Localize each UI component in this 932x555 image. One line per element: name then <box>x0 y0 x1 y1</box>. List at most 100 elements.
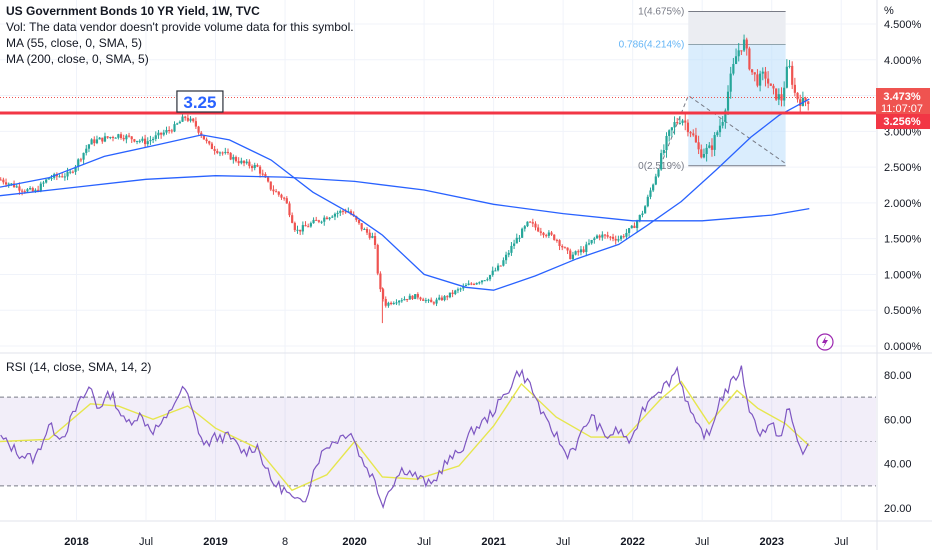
candle-body <box>478 282 481 284</box>
candle-body <box>325 217 329 220</box>
rsi-tick-label: 40.00 <box>884 459 912 471</box>
candle <box>395 299 398 306</box>
candle <box>15 184 18 188</box>
candle-body <box>387 302 390 306</box>
candle <box>440 295 444 302</box>
candle <box>660 149 663 171</box>
candle-body <box>424 300 427 302</box>
candle <box>518 235 521 243</box>
candle-body <box>708 145 711 148</box>
month-tick-label: Jul <box>695 536 709 548</box>
candle-body <box>320 221 323 223</box>
candle-body <box>154 135 157 139</box>
candle-body <box>392 303 395 305</box>
candle-body <box>240 160 243 164</box>
candle <box>184 115 187 121</box>
candle <box>614 235 617 245</box>
candle <box>684 113 687 131</box>
fibonacci-retracement[interactable]: 1(4.675%)0.786(4.214%)0(2.519%) <box>619 6 786 172</box>
candle-body <box>130 136 133 140</box>
candle <box>360 223 363 232</box>
candle-body <box>398 300 401 303</box>
candle-body <box>676 122 679 124</box>
candle <box>767 71 770 89</box>
candle-body <box>160 132 163 135</box>
candle-body <box>718 125 722 133</box>
candle <box>87 143 91 153</box>
candle <box>748 46 751 71</box>
candle-body <box>349 211 353 215</box>
candle-body <box>419 297 422 300</box>
candle-body <box>566 247 569 251</box>
candle <box>665 132 668 158</box>
candle-body <box>194 121 197 127</box>
candle-body <box>165 130 168 133</box>
candle-body <box>31 188 34 192</box>
candle-body <box>561 245 564 248</box>
candle-body <box>772 85 775 89</box>
candle-body <box>344 211 347 213</box>
candle <box>499 265 502 267</box>
time-axis[interactable]: 2018 Jul 2019 8 2020 Jul 2021 Jul 2022 Jul 2023 Jul <box>64 536 848 548</box>
candle <box>678 116 681 125</box>
price-tick-label: 3.000% <box>884 126 922 138</box>
candle-body <box>213 149 216 151</box>
candle <box>424 297 427 304</box>
candle <box>617 235 620 243</box>
candle-body <box>609 236 612 238</box>
candle <box>312 217 315 224</box>
callout-3-25[interactable]: 3.25 <box>176 90 224 113</box>
candle <box>387 301 390 308</box>
lightning-icon[interactable] <box>816 333 834 351</box>
candle-body <box>119 134 123 138</box>
candle-body <box>26 189 29 192</box>
candle <box>681 118 684 126</box>
candle <box>31 186 34 193</box>
legend-rsi: RSI (14, close, SMA, 14, 2) <box>6 360 152 374</box>
price-tick-label: 1.000% <box>884 269 922 281</box>
rsi-axis[interactable]: 80.00 60.00 40.00 20.00 <box>884 370 912 515</box>
candle <box>745 37 748 56</box>
candle-body <box>138 140 141 142</box>
candle-body <box>269 181 272 190</box>
price-candles <box>0 34 810 324</box>
candle <box>149 135 152 145</box>
candle-body <box>317 220 321 222</box>
candle-body <box>414 294 417 300</box>
candle-body <box>750 69 754 73</box>
candle-body <box>95 139 99 144</box>
candle <box>269 181 272 192</box>
candle-body <box>205 139 208 142</box>
candle <box>261 169 264 177</box>
candle <box>550 230 553 236</box>
candle <box>373 232 377 250</box>
candle <box>133 138 136 143</box>
candle <box>769 83 772 87</box>
candle-body <box>373 236 377 246</box>
candle-body <box>753 72 756 75</box>
candle-body <box>133 139 136 142</box>
candle <box>365 227 369 236</box>
candle <box>339 209 342 217</box>
price-tick-label: 1.500% <box>884 234 922 246</box>
candle <box>127 132 131 138</box>
candle <box>467 280 470 286</box>
candle <box>510 242 513 256</box>
candle-body <box>157 132 160 136</box>
candle <box>333 212 337 221</box>
candle <box>336 210 339 218</box>
candle-body <box>799 99 802 106</box>
candle <box>250 164 254 172</box>
candle <box>521 227 524 239</box>
candle-body <box>101 137 104 142</box>
price-tick-label: 0.000% <box>884 341 922 353</box>
year-tick-label: 2018 <box>64 536 88 548</box>
candle <box>422 297 425 301</box>
candle-body <box>90 139 93 145</box>
candle-body <box>261 173 264 175</box>
candle-body <box>553 234 556 240</box>
candle <box>759 70 762 92</box>
price-axis[interactable]: %4.500%4.000%3.500%3.000%2.500%2.000%1.5… <box>884 5 922 353</box>
candle <box>775 88 778 101</box>
